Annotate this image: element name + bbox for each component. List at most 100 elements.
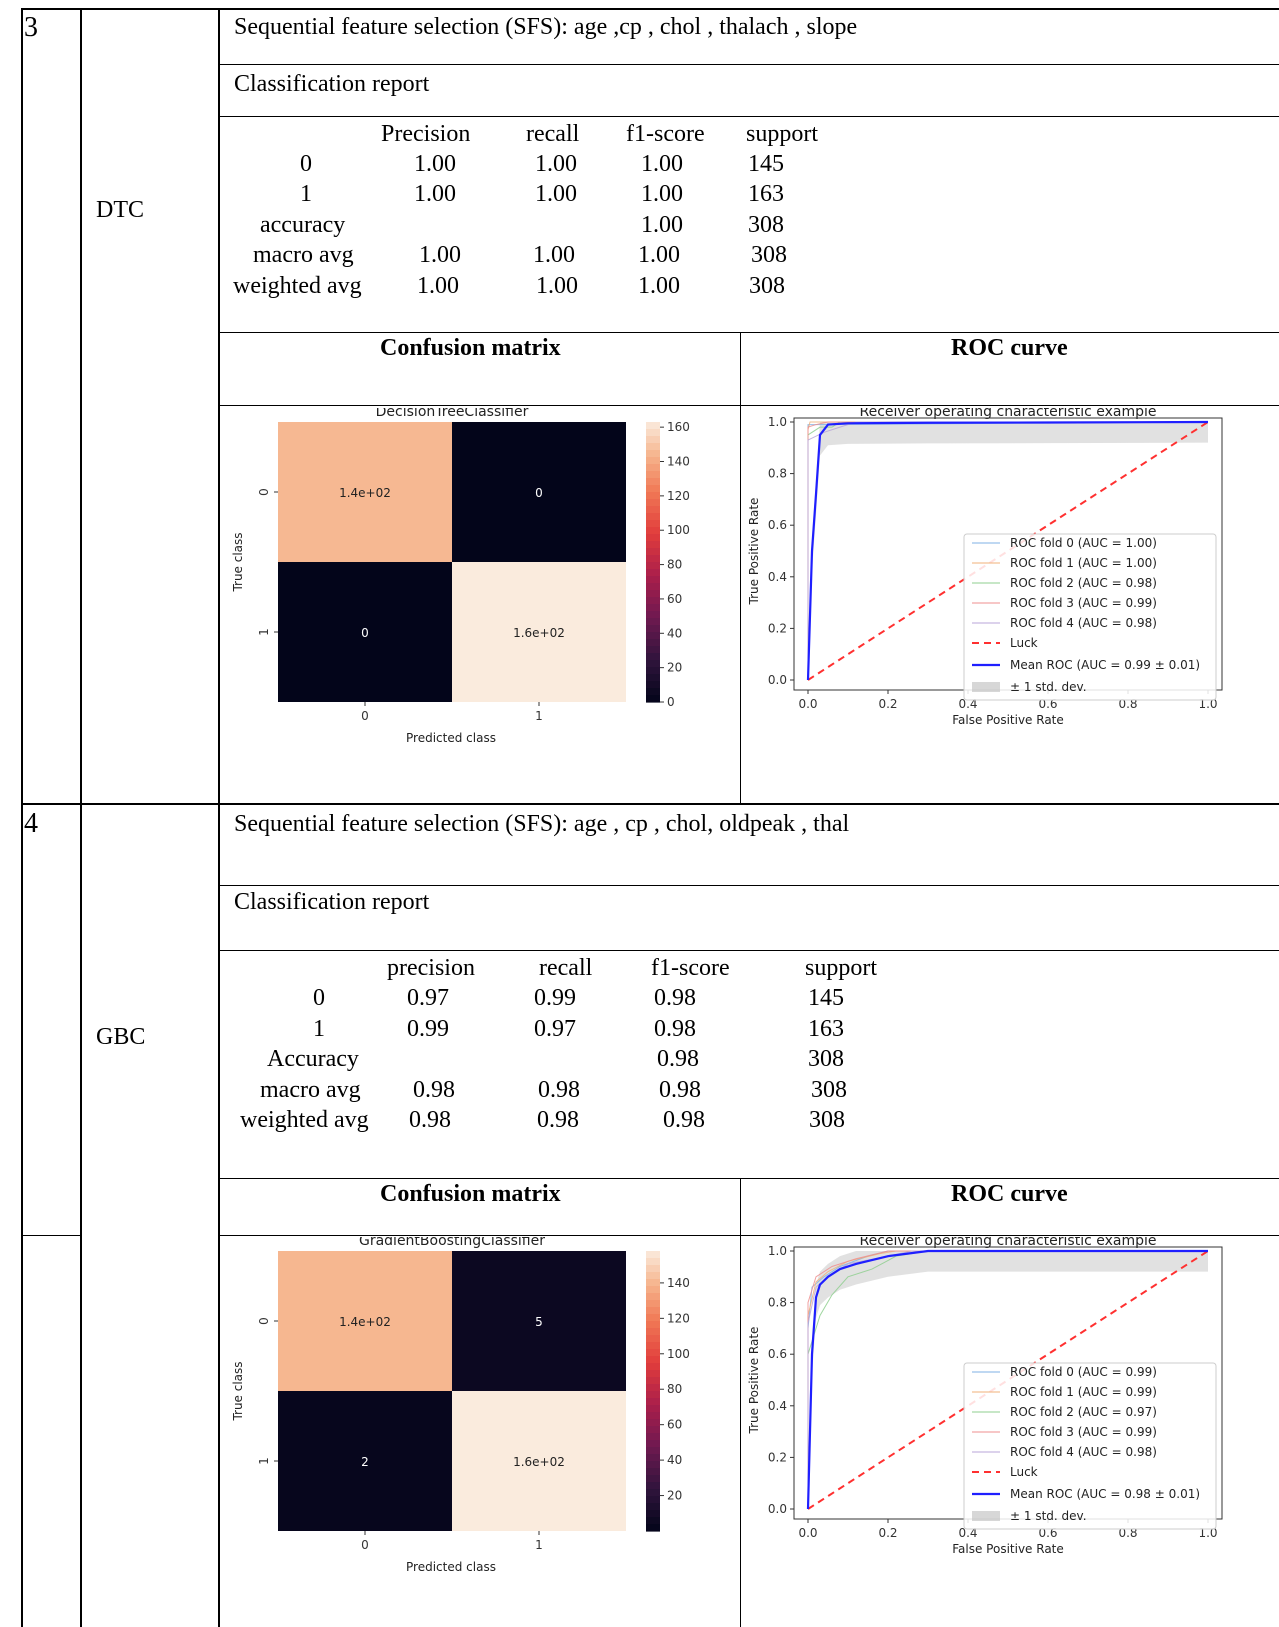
heatmap-cell: [278, 1391, 452, 1531]
colorbar-segment: [646, 1510, 660, 1518]
colorbar-tick-label: 140: [667, 1276, 690, 1290]
legend-label: ROC fold 0 (AUC = 1.00): [1010, 536, 1157, 550]
colorbar-segment: [646, 1503, 660, 1511]
heatmap-cell: [452, 1391, 626, 1531]
row-divider-r3-report-title: [218, 116, 1279, 117]
colorbar-segment: [646, 1349, 660, 1357]
report-cell: 0.98: [537, 1107, 579, 1133]
row-divider-r4-sfs: [218, 885, 1279, 886]
legend-label: ROC fold 1 (AUC = 1.00): [1010, 556, 1157, 570]
heatmap-cell: [452, 562, 626, 702]
colorbar-segment: [646, 471, 660, 479]
colorbar-tick-label: 140: [667, 455, 690, 469]
luck-line: [807, 421, 1209, 681]
colorbar-segment: [646, 1440, 660, 1448]
y-axis-label: True class: [231, 1361, 245, 1421]
colorbar-segment: [646, 1468, 660, 1476]
legend-swatch: [972, 1511, 1000, 1521]
colorbar-segment: [646, 639, 660, 647]
colorbar-segment: [646, 1412, 660, 1420]
report-cell: 1.00: [638, 242, 680, 268]
y-tick-label: 0.2: [768, 621, 787, 635]
y-tick-label: 1: [257, 1457, 271, 1465]
x-tick-label: 0.2: [878, 1526, 897, 1540]
mean-roc-line: [806, 1249, 1208, 1510]
row-divider-r4-headers: [218, 1235, 1279, 1236]
y-tick-label: 1.0: [768, 415, 787, 429]
colorbar-segment: [646, 1391, 660, 1399]
colorbar-segment: [646, 1433, 660, 1441]
colorbar-segment: [646, 688, 660, 696]
confusion-matrix-chart: DecisionTreeClassifier 1.4e+02 0 0 1.6e+02 0 1…: [231, 408, 690, 745]
cell-value-label: 2: [361, 1455, 369, 1469]
x-axis-label: Predicted class: [406, 1560, 496, 1574]
heatmap-cell: [452, 1251, 626, 1391]
legend-label: ROC fold 0 (AUC = 0.99): [1010, 1365, 1157, 1379]
y-tick-label: 0.2: [768, 1450, 787, 1464]
report-cell: 0.98: [663, 1107, 705, 1133]
report-cell: accuracy: [260, 212, 346, 238]
report-cell: 163: [808, 1016, 844, 1042]
legend-label: ROC fold 2 (AUC = 0.98): [1010, 576, 1157, 590]
confusion-matrix-header: Confusion matrix: [380, 335, 561, 361]
roc-chart: Receiver operating characteristic exampl…: [747, 1237, 1223, 1556]
report-cell: 0.98: [413, 1077, 455, 1103]
sfs-features: Sequential feature selection (SFS): age …: [234, 14, 858, 40]
report-cell: 308: [809, 1107, 845, 1133]
colorbar-segment: [646, 1447, 660, 1455]
colorbar-segment: [646, 1454, 660, 1462]
report-cell: 308: [749, 273, 785, 299]
colorbar-segment: [646, 632, 660, 640]
colorbar-segment: [646, 1363, 660, 1371]
report-cell: 1.00: [536, 273, 578, 299]
report-cell: 1.00: [419, 242, 461, 268]
colorbar-segment: [646, 1314, 660, 1322]
legend-label: ± 1 std. dev.: [1010, 680, 1087, 694]
row-divider-r4-report-title: [218, 950, 1279, 951]
colorbar-segment: [646, 660, 660, 668]
report-cell: 308: [751, 242, 787, 268]
colorbar-tick-label: 20: [667, 661, 682, 675]
report-cell: 145: [808, 985, 844, 1011]
report-cell: macro avg: [253, 242, 354, 268]
colorbar-segment: [646, 1384, 660, 1392]
colorbar-segment: [646, 1328, 660, 1336]
luck-line: [807, 1250, 1209, 1510]
report-title: Classification report: [234, 71, 430, 97]
report-cell: 1.00: [417, 273, 459, 299]
report-cell: macro avg: [260, 1077, 361, 1103]
colorbar-segment: [646, 1517, 660, 1525]
colorbar-segment: [646, 590, 660, 598]
colorbar-segment: [646, 1293, 660, 1301]
colorbar-segment: [646, 541, 660, 549]
x-tick-label: 0.0: [798, 1526, 817, 1540]
report-cell: 308: [748, 212, 784, 238]
colorbar-segment: [646, 1335, 660, 1343]
report-cell: 308: [808, 1046, 844, 1072]
y-axis-label: True Positive Rate: [747, 498, 761, 606]
legend-label: ROC fold 4 (AUC = 0.98): [1010, 1445, 1157, 1459]
row-divider-r3-report: [218, 332, 1279, 333]
x-tick-label: 1: [535, 709, 543, 723]
colorbar-segment: [646, 1482, 660, 1490]
colorbar-segment: [646, 450, 660, 458]
colorbar-segment: [646, 1489, 660, 1497]
heatmap-cell: [452, 422, 626, 562]
colorbar-tick-label: 100: [667, 523, 690, 537]
table-border-left: [21, 8, 23, 1627]
colorbar-segment: [646, 506, 660, 514]
colorbar-segment: [646, 1377, 660, 1385]
report-cell: 0.98: [654, 985, 696, 1011]
report-cell: 1.00: [641, 181, 683, 207]
report-cell: 1: [300, 181, 312, 207]
row-number: 4: [24, 808, 38, 839]
report-cell: 1.00: [535, 181, 577, 207]
colorbar-segment: [646, 646, 660, 654]
report-cell: 1: [313, 1016, 325, 1042]
report-cell: weighted avg: [240, 1107, 369, 1133]
colorbar-segment: [646, 1258, 660, 1266]
colorbar-segment: [646, 1524, 660, 1532]
legend-box: [963, 1362, 1217, 1530]
colorbar-segment: [646, 1307, 660, 1315]
col-divider-r3-charts: [740, 332, 741, 803]
